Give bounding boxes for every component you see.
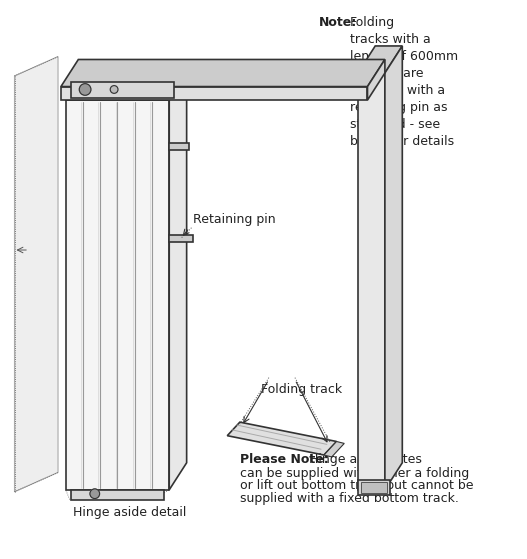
Polygon shape xyxy=(71,82,174,98)
Text: Retaining pin: Retaining pin xyxy=(193,212,276,226)
Polygon shape xyxy=(71,490,164,500)
Text: or lift out bottom track but cannot be: or lift out bottom track but cannot be xyxy=(240,479,473,492)
Circle shape xyxy=(90,489,100,499)
Polygon shape xyxy=(385,46,402,490)
Text: Note:: Note: xyxy=(319,16,357,29)
Polygon shape xyxy=(61,87,367,100)
Text: Folding track: Folding track xyxy=(261,383,342,396)
Polygon shape xyxy=(358,73,385,490)
Circle shape xyxy=(110,86,118,93)
Polygon shape xyxy=(358,46,402,73)
Polygon shape xyxy=(358,480,390,495)
Polygon shape xyxy=(15,56,58,492)
Text: Hinge aside gates: Hinge aside gates xyxy=(309,453,422,466)
Text: Folding
tracks with a
length of 600mm
or more are
supplied with a
retaining pin : Folding tracks with a length of 600mm or… xyxy=(350,16,458,148)
Polygon shape xyxy=(227,422,337,455)
Circle shape xyxy=(79,84,91,95)
Polygon shape xyxy=(61,59,385,87)
Polygon shape xyxy=(66,73,187,100)
Text: Please Note:: Please Note: xyxy=(240,453,328,466)
Polygon shape xyxy=(169,73,187,490)
Polygon shape xyxy=(324,442,344,457)
Polygon shape xyxy=(360,482,387,492)
Polygon shape xyxy=(169,143,189,150)
Polygon shape xyxy=(66,100,169,490)
Text: supplied with a fixed bottom track.: supplied with a fixed bottom track. xyxy=(240,492,458,505)
Polygon shape xyxy=(169,235,193,242)
Text: can be supplied with either a folding: can be supplied with either a folding xyxy=(240,467,469,480)
Polygon shape xyxy=(367,59,385,100)
Text: Hinge aside detail: Hinge aside detail xyxy=(73,506,186,519)
